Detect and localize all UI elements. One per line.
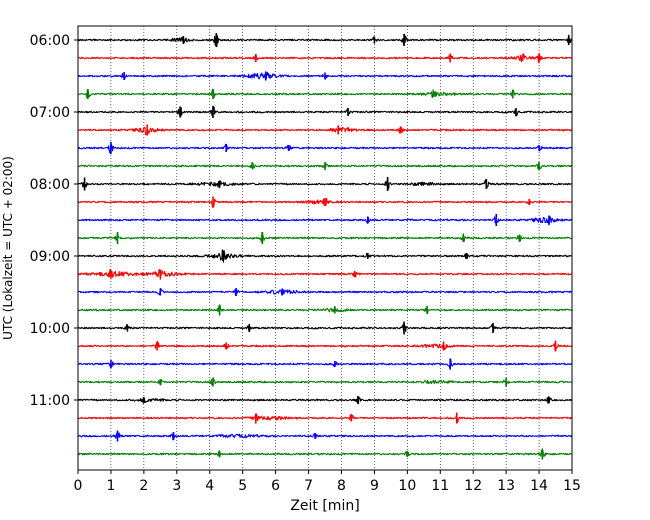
y-axis-ticks: 06:00 07:00 08:00 09:00 10:00 11:00	[30, 33, 78, 409]
vertical-gridlines	[110, 26, 540, 470]
trace-row-22	[77, 432, 573, 441]
y-tick-label-20: 11:00	[30, 393, 70, 409]
trace-row-17	[77, 340, 573, 351]
x-tick-label-3: 3	[172, 478, 181, 494]
x-tick-label-14: 14	[530, 478, 548, 494]
y-tick-label-16: 10:00	[30, 321, 70, 337]
x-tick-label-8: 8	[337, 478, 346, 494]
y-tick-label-8: 08:00	[30, 177, 70, 193]
x-tick-label-15: 15	[563, 478, 581, 494]
trace-row-10	[77, 216, 573, 226]
x-tick-label-2: 2	[139, 478, 148, 494]
trace-row-8	[77, 178, 573, 190]
trace-row-13	[77, 268, 573, 280]
trace-row-23	[77, 449, 573, 458]
trace-row-4	[77, 105, 573, 118]
seismic-traces	[77, 33, 573, 460]
trace-row-18	[77, 358, 573, 370]
trace-row-15	[77, 305, 573, 314]
x-tick-label-5: 5	[238, 478, 247, 494]
x-tick-label-13: 13	[497, 478, 515, 494]
trace-row-20	[77, 396, 573, 405]
trace-row-6	[77, 143, 573, 154]
trace-row-16	[77, 322, 573, 333]
x-axis-label: Zeit [min]	[290, 498, 359, 514]
y-axis-label: UTC (Lokalzeit = UTC + 02:00)	[1, 156, 15, 340]
trace-row-0	[77, 33, 573, 47]
trace-row-3	[77, 88, 573, 99]
x-tick-label-7: 7	[304, 478, 313, 494]
plot-frame	[77, 25, 573, 471]
x-axis-ticks: 0 1 2 3 4 5 6 7 8 9 10 11 12 13 14 15	[74, 470, 581, 494]
x-tick-label-1: 1	[106, 478, 115, 494]
x-tick-label-10: 10	[398, 478, 416, 494]
trace-row-11	[77, 231, 573, 243]
trace-row-5	[77, 126, 573, 136]
x-tick-label-11: 11	[431, 478, 449, 494]
trace-row-12	[77, 249, 573, 263]
y-tick-label-0: 06:00	[30, 33, 70, 49]
trace-row-1	[77, 52, 573, 64]
y-tick-label-4: 07:00	[30, 105, 70, 121]
x-tick-label-0: 0	[74, 478, 83, 494]
x-tick-label-4: 4	[205, 478, 214, 494]
x-tick-label-6: 6	[271, 478, 280, 494]
y-tick-label-12: 09:00	[30, 249, 70, 265]
x-tick-label-9: 9	[370, 478, 379, 494]
x-tick-label-12: 12	[464, 478, 482, 494]
trace-row-21	[77, 413, 573, 425]
